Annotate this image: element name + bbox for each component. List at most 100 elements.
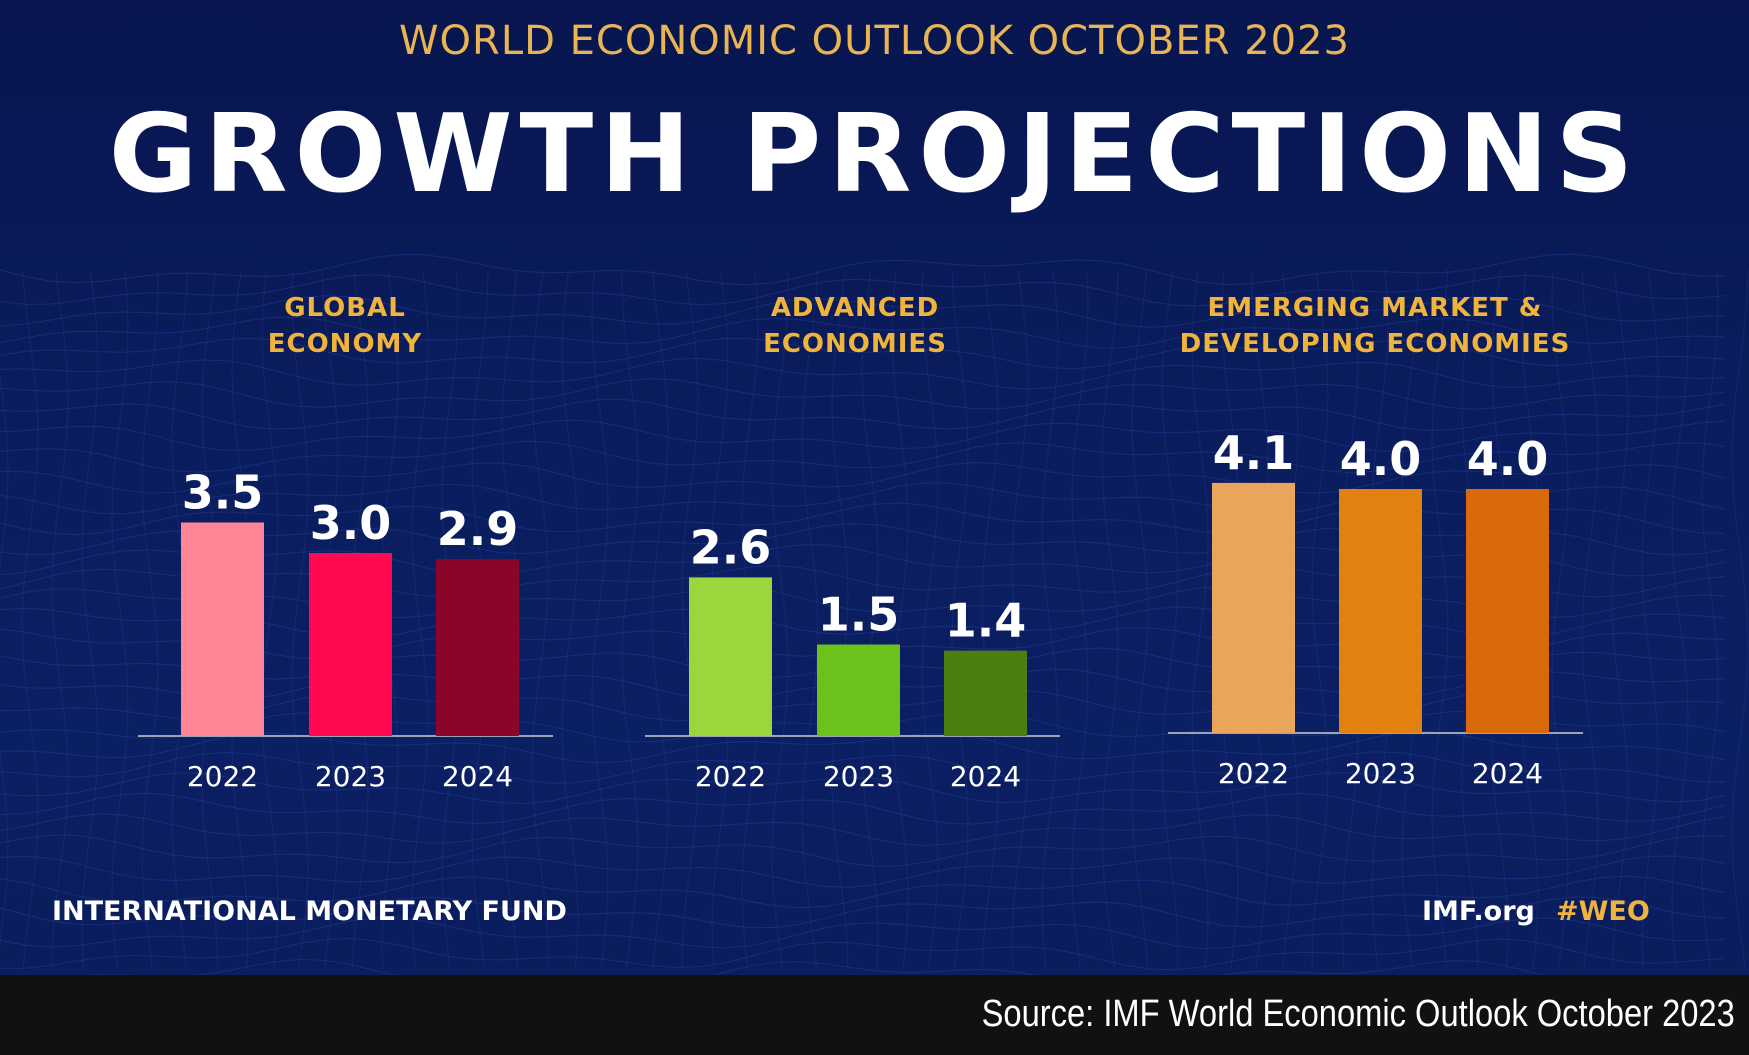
- hashtag: #WEO: [1556, 896, 1650, 927]
- grid-line: [1731, 269, 1749, 971]
- panel-title-global: GLOBAL ECONOMY: [205, 290, 485, 362]
- panel-title-advanced: ADVANCED ECONOMIES: [690, 290, 1020, 362]
- bar: [181, 522, 264, 736]
- data-label: 2.6: [690, 520, 772, 574]
- grid-line: [0, 372, 9, 947]
- grid-line: [1431, 269, 1449, 971]
- grid-line: [1101, 269, 1119, 971]
- bar: [944, 650, 1027, 736]
- grid-line: [0, 751, 1726, 784]
- grid-line: [621, 269, 639, 971]
- grid-line: [0, 399, 1726, 431]
- grid-line: [0, 606, 1726, 639]
- grid-line: [0, 337, 1726, 370]
- grid-line: [0, 461, 1726, 494]
- grid-line: [0, 523, 1726, 556]
- grid-line: [0, 253, 1726, 286]
- grid-line: [921, 269, 939, 971]
- grid-line: [291, 269, 309, 971]
- grid-line: [0, 772, 1726, 805]
- grid-line: [831, 269, 849, 971]
- grid-line: [261, 269, 279, 971]
- grid-line: [1551, 269, 1569, 971]
- bar-charts: 3.5 2022 3.0 2023 2.9 2024 2.6 2022 1.5 2023 1.4 20…: [138, 426, 1583, 793]
- bar: [1339, 489, 1422, 733]
- grid-line: [0, 295, 1726, 328]
- grid-line: [0, 917, 1726, 950]
- grid-line: [891, 269, 909, 971]
- bar: [689, 577, 772, 736]
- tick-label: 2023: [1345, 757, 1416, 790]
- panel-title-line: EMERGING MARKET &: [1207, 293, 1543, 323]
- data-label: 1.4: [945, 594, 1027, 648]
- tick-label: 2024: [950, 760, 1021, 793]
- grid-line: [1041, 269, 1059, 971]
- website-link[interactable]: IMF.org: [1422, 896, 1535, 927]
- tick-label: 2022: [187, 760, 258, 793]
- data-label: 3.0: [310, 496, 392, 550]
- data-label: 2.9: [437, 502, 519, 556]
- grid-line: [1611, 269, 1629, 971]
- grid-line: [21, 269, 39, 971]
- grid-line: [1641, 269, 1659, 971]
- grid-line: [0, 937, 1726, 971]
- tick-label: 2024: [442, 760, 513, 793]
- page-title: GROWTH PROJECTIONS: [108, 92, 1641, 217]
- bar: [1212, 482, 1295, 733]
- grid-line: [861, 269, 879, 971]
- tick-label: 2022: [1218, 757, 1289, 790]
- grid-line: [1071, 269, 1089, 971]
- panel-title-line: ECONOMIES: [763, 329, 947, 359]
- grid-line: [0, 357, 1726, 390]
- grid-line: [1311, 269, 1329, 971]
- grid-line: [531, 269, 549, 971]
- grid-line: [561, 269, 579, 971]
- grid-line: [1671, 269, 1689, 971]
- grid-line: [0, 419, 1726, 453]
- grid-line: [82, 958, 1545, 975]
- grid-line: [51, 269, 69, 971]
- grid-line: [111, 269, 129, 971]
- grid-line: [681, 269, 699, 971]
- panel-title-line: ECONOMY: [267, 329, 423, 359]
- report-supertitle: WORLD ECONOMIC OUTLOOK OCTOBER 2023: [399, 18, 1350, 64]
- data-label: 3.5: [182, 466, 264, 520]
- grid-line: [0, 440, 1726, 474]
- bar: [436, 559, 519, 736]
- grid-line: [651, 269, 669, 971]
- grid-line: [0, 792, 1726, 825]
- grid-line: [0, 544, 1726, 577]
- grid-line: [0, 834, 1726, 867]
- grid-line: [0, 482, 1726, 515]
- grid-line: [0, 502, 1726, 536]
- grid-line: [0, 316, 1726, 349]
- grid-line: [141, 269, 159, 971]
- grid-line: [411, 269, 429, 971]
- grid-line: [0, 875, 1726, 909]
- grid-line: [0, 378, 1726, 410]
- grid-line: [981, 269, 999, 971]
- grid-line: [591, 269, 609, 971]
- grid-line: [0, 855, 1726, 888]
- grid-line: [0, 586, 1726, 619]
- bar: [309, 553, 392, 736]
- bar: [1466, 489, 1549, 733]
- grid-line: [951, 269, 969, 971]
- source-text: Source: IMF World Economic Outlook Octob…: [981, 993, 1735, 1035]
- grid-line: [771, 269, 789, 971]
- grid-line: [1011, 269, 1029, 971]
- data-label: 1.5: [818, 588, 900, 642]
- panel-title-line: GLOBAL: [284, 293, 406, 323]
- bar: [817, 644, 900, 736]
- grid-line: [0, 896, 1726, 929]
- tick-label: 2023: [823, 760, 894, 793]
- tick-label: 2024: [1472, 757, 1543, 790]
- grid-line: [0, 813, 1726, 847]
- tick-label: 2023: [315, 760, 386, 793]
- grid-line: [0, 274, 1726, 307]
- grid-line: [1161, 269, 1179, 971]
- grid-line: [1191, 269, 1209, 971]
- data-label: 4.0: [1340, 432, 1422, 486]
- grid-line: [1581, 269, 1599, 971]
